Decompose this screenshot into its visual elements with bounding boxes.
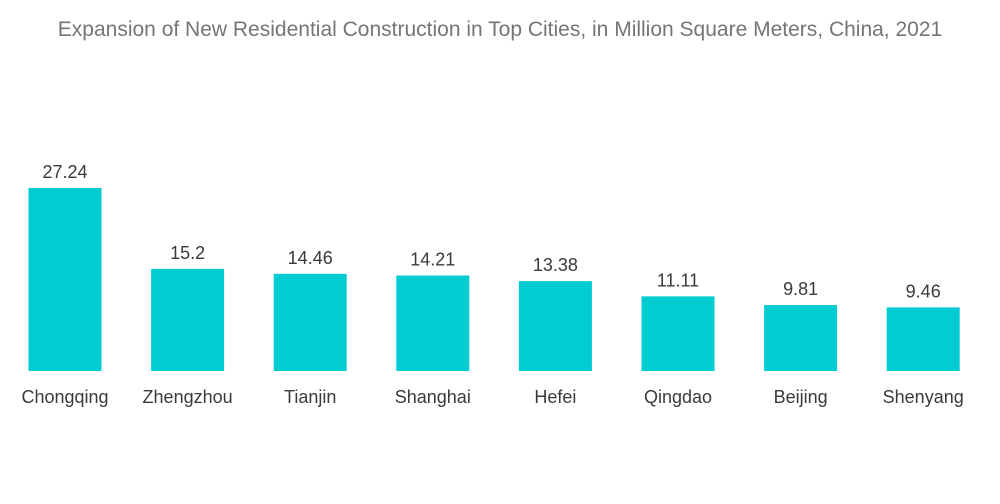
value-label-hefei: 13.38 [533, 255, 578, 275]
bar-chongqing [28, 188, 102, 371]
bar-shanghai [396, 275, 470, 371]
category-label-shanghai: Shanghai [395, 387, 471, 407]
chart-title: Expansion of New Residential Constructio… [57, 18, 943, 41]
value-label-beijing: 9.81 [783, 279, 818, 299]
category-label-chongqing: Chongqing [21, 387, 108, 407]
bar-hefei [518, 281, 592, 371]
value-label-shenyang: 9.46 [906, 281, 941, 301]
value-label-tianjin: 14.46 [288, 248, 333, 268]
bar-shenyang [886, 307, 960, 371]
value-label-shanghai: 14.21 [410, 250, 455, 270]
category-label-tianjin: Tianjin [284, 387, 336, 407]
category-label-beijing: Beijing [774, 387, 828, 407]
bar-beijing [764, 305, 838, 371]
bar-zhengzhou [151, 268, 225, 371]
bar-tianjin [273, 273, 347, 371]
value-label-zhengzhou: 15.2 [170, 243, 205, 263]
category-label-shenyang: Shenyang [883, 387, 964, 407]
value-label-chongqing: 27.24 [42, 162, 87, 182]
bars-group [28, 188, 960, 371]
bar-qingdao [641, 296, 715, 371]
value-labels-group: 27.24 15.2 14.46 14.21 13.38 11.11 9.81 9.46 [42, 162, 940, 301]
category-label-hefei: Hefei [534, 387, 576, 407]
category-labels-group: Chongqing Zhengzhou Tianjin Shanghai Hefei Qi… [21, 387, 963, 407]
category-label-zhengzhou: Zhengzhou [143, 387, 233, 407]
value-label-qingdao: 11.11 [657, 270, 699, 290]
category-label-qingdao: Qingdao [644, 387, 712, 407]
